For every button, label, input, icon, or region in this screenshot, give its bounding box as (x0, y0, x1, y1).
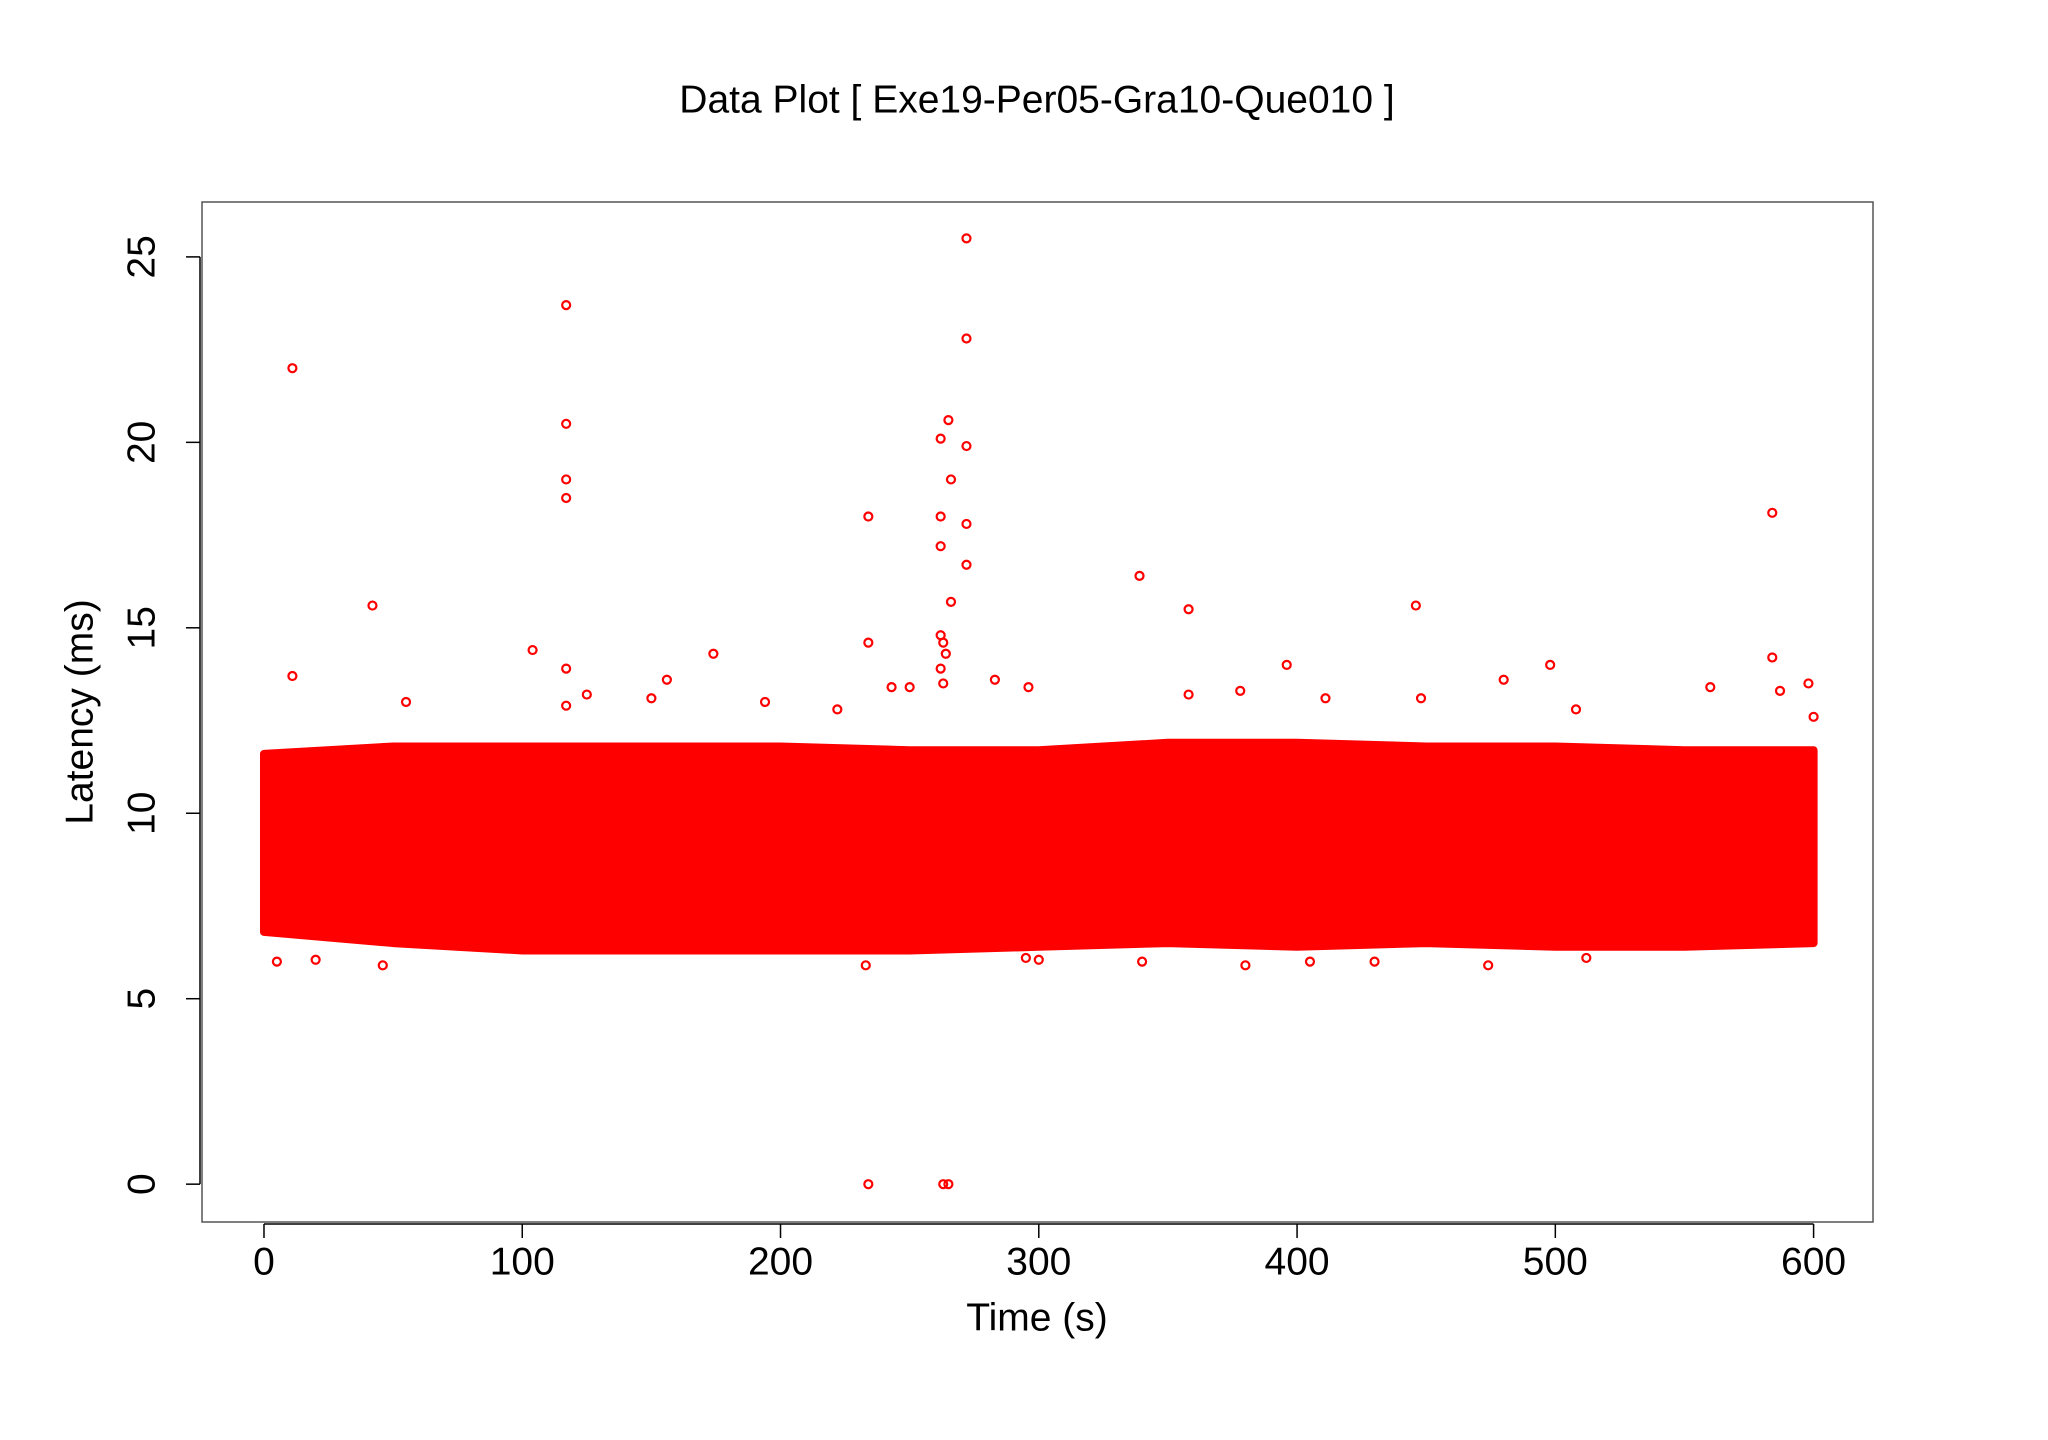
point (310, 954, 321, 965)
point (1136, 956, 1148, 967)
point (527, 644, 538, 656)
point (935, 663, 946, 674)
point (646, 693, 657, 704)
x-tick-label: 300 (1006, 1240, 1071, 1283)
point (1483, 960, 1494, 971)
point (287, 670, 298, 682)
point (863, 1179, 874, 1190)
point (938, 678, 949, 689)
point (1808, 711, 1819, 722)
x-axis-label: Time (s) (966, 1296, 1108, 1339)
x-tick-label: 400 (1265, 1240, 1330, 1283)
point (561, 700, 572, 711)
point (759, 696, 771, 708)
point (1767, 507, 1778, 518)
x-tick-label: 500 (1523, 1240, 1588, 1283)
y-tick-label: 25 (120, 235, 163, 278)
y-tick-label: 5 (120, 988, 163, 1010)
point (943, 414, 954, 426)
point (938, 1179, 949, 1190)
point (1498, 674, 1509, 685)
point (1020, 952, 1031, 964)
chart-title: Data Plot [ Exe19-Per05-Gra10-Que010 ] (679, 78, 1394, 121)
point (1570, 704, 1582, 715)
dense-points-band (259, 738, 1818, 955)
y-axis-label: Latency (ms) (58, 599, 101, 824)
plot-frame (201, 201, 1874, 1223)
point (661, 674, 672, 685)
point (1320, 693, 1331, 704)
point (561, 418, 572, 429)
point (561, 492, 572, 504)
point (708, 648, 719, 659)
point (1803, 678, 1814, 689)
point (945, 474, 957, 485)
point (367, 600, 378, 611)
point (1304, 956, 1316, 967)
point (271, 956, 282, 967)
point (935, 511, 946, 522)
point (860, 960, 871, 971)
y-tick-label: 15 (120, 606, 163, 649)
point (961, 440, 972, 452)
point (561, 300, 572, 311)
x-tick-label: 200 (748, 1240, 813, 1283)
point (935, 541, 946, 552)
point (935, 433, 946, 444)
y-tick-label: 20 (120, 421, 163, 464)
point (1134, 570, 1145, 581)
point (1240, 960, 1251, 971)
point (938, 637, 949, 648)
point (1033, 954, 1044, 965)
point (561, 663, 572, 674)
point (961, 333, 972, 344)
point (400, 696, 412, 708)
point (377, 960, 388, 971)
x-tick-label: 100 (490, 1240, 555, 1283)
point (886, 682, 897, 693)
point (1774, 685, 1786, 696)
point (1183, 689, 1194, 700)
point (581, 689, 592, 700)
point (1705, 682, 1716, 693)
point (561, 474, 572, 485)
point (961, 233, 972, 244)
point (940, 648, 951, 659)
x-tick-label: 0 (253, 1240, 275, 1283)
y-tick-label: 10 (120, 792, 163, 835)
point (1183, 604, 1194, 615)
point (1581, 952, 1592, 964)
point (945, 596, 957, 607)
point (1545, 659, 1556, 670)
point (961, 518, 972, 530)
point (1767, 652, 1778, 663)
point (1281, 659, 1292, 670)
point (832, 704, 843, 715)
x-tick-label: 600 (1781, 1240, 1846, 1283)
point (1235, 685, 1246, 696)
point (961, 559, 972, 570)
point (943, 1179, 954, 1190)
point (904, 682, 915, 693)
point (989, 674, 1000, 685)
point (1023, 682, 1034, 693)
point (863, 511, 874, 522)
y-tick-label: 0 (120, 1173, 163, 1195)
point (1410, 600, 1421, 611)
point (863, 637, 874, 648)
point (287, 363, 298, 374)
point (1415, 693, 1427, 704)
point (1369, 956, 1380, 967)
